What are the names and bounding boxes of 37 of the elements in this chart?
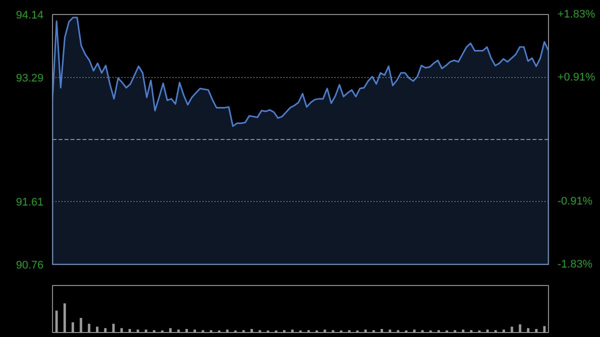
bar bbox=[462, 330, 464, 332]
y2-tick-label: -1.83% bbox=[558, 258, 593, 270]
bar bbox=[413, 330, 416, 332]
bar bbox=[324, 330, 326, 332]
y-tick-label: 90.76 bbox=[16, 260, 44, 272]
bar bbox=[250, 329, 253, 332]
bar bbox=[185, 329, 188, 332]
bar bbox=[104, 328, 107, 332]
y-tick-label: 93.29 bbox=[16, 72, 44, 84]
y-tick-label: 94.14 bbox=[16, 10, 44, 22]
bar bbox=[518, 324, 522, 332]
bar bbox=[177, 330, 180, 332]
y2-tick-label: -0.91% bbox=[558, 196, 593, 208]
bar bbox=[291, 330, 294, 332]
bar bbox=[388, 330, 392, 332]
bar bbox=[543, 326, 546, 332]
bar bbox=[63, 303, 66, 332]
bar bbox=[96, 326, 98, 332]
bar bbox=[136, 330, 140, 332]
bar bbox=[226, 330, 229, 332]
bar bbox=[128, 329, 131, 332]
bar bbox=[364, 330, 367, 332]
y2-tick-label: +1.83% bbox=[558, 8, 596, 20]
bar bbox=[194, 330, 196, 332]
bar bbox=[526, 328, 530, 332]
bar bbox=[169, 328, 172, 332]
y2-tick-label: +0.91% bbox=[558, 71, 596, 84]
bar bbox=[88, 324, 90, 332]
y-tick-label: 91.61 bbox=[16, 196, 44, 209]
bar bbox=[535, 329, 538, 332]
bar bbox=[120, 328, 123, 332]
bar bbox=[55, 310, 58, 332]
bar bbox=[380, 329, 384, 332]
bar bbox=[510, 326, 514, 332]
bar bbox=[72, 322, 74, 332]
bar bbox=[502, 330, 505, 332]
bar bbox=[80, 318, 82, 332]
